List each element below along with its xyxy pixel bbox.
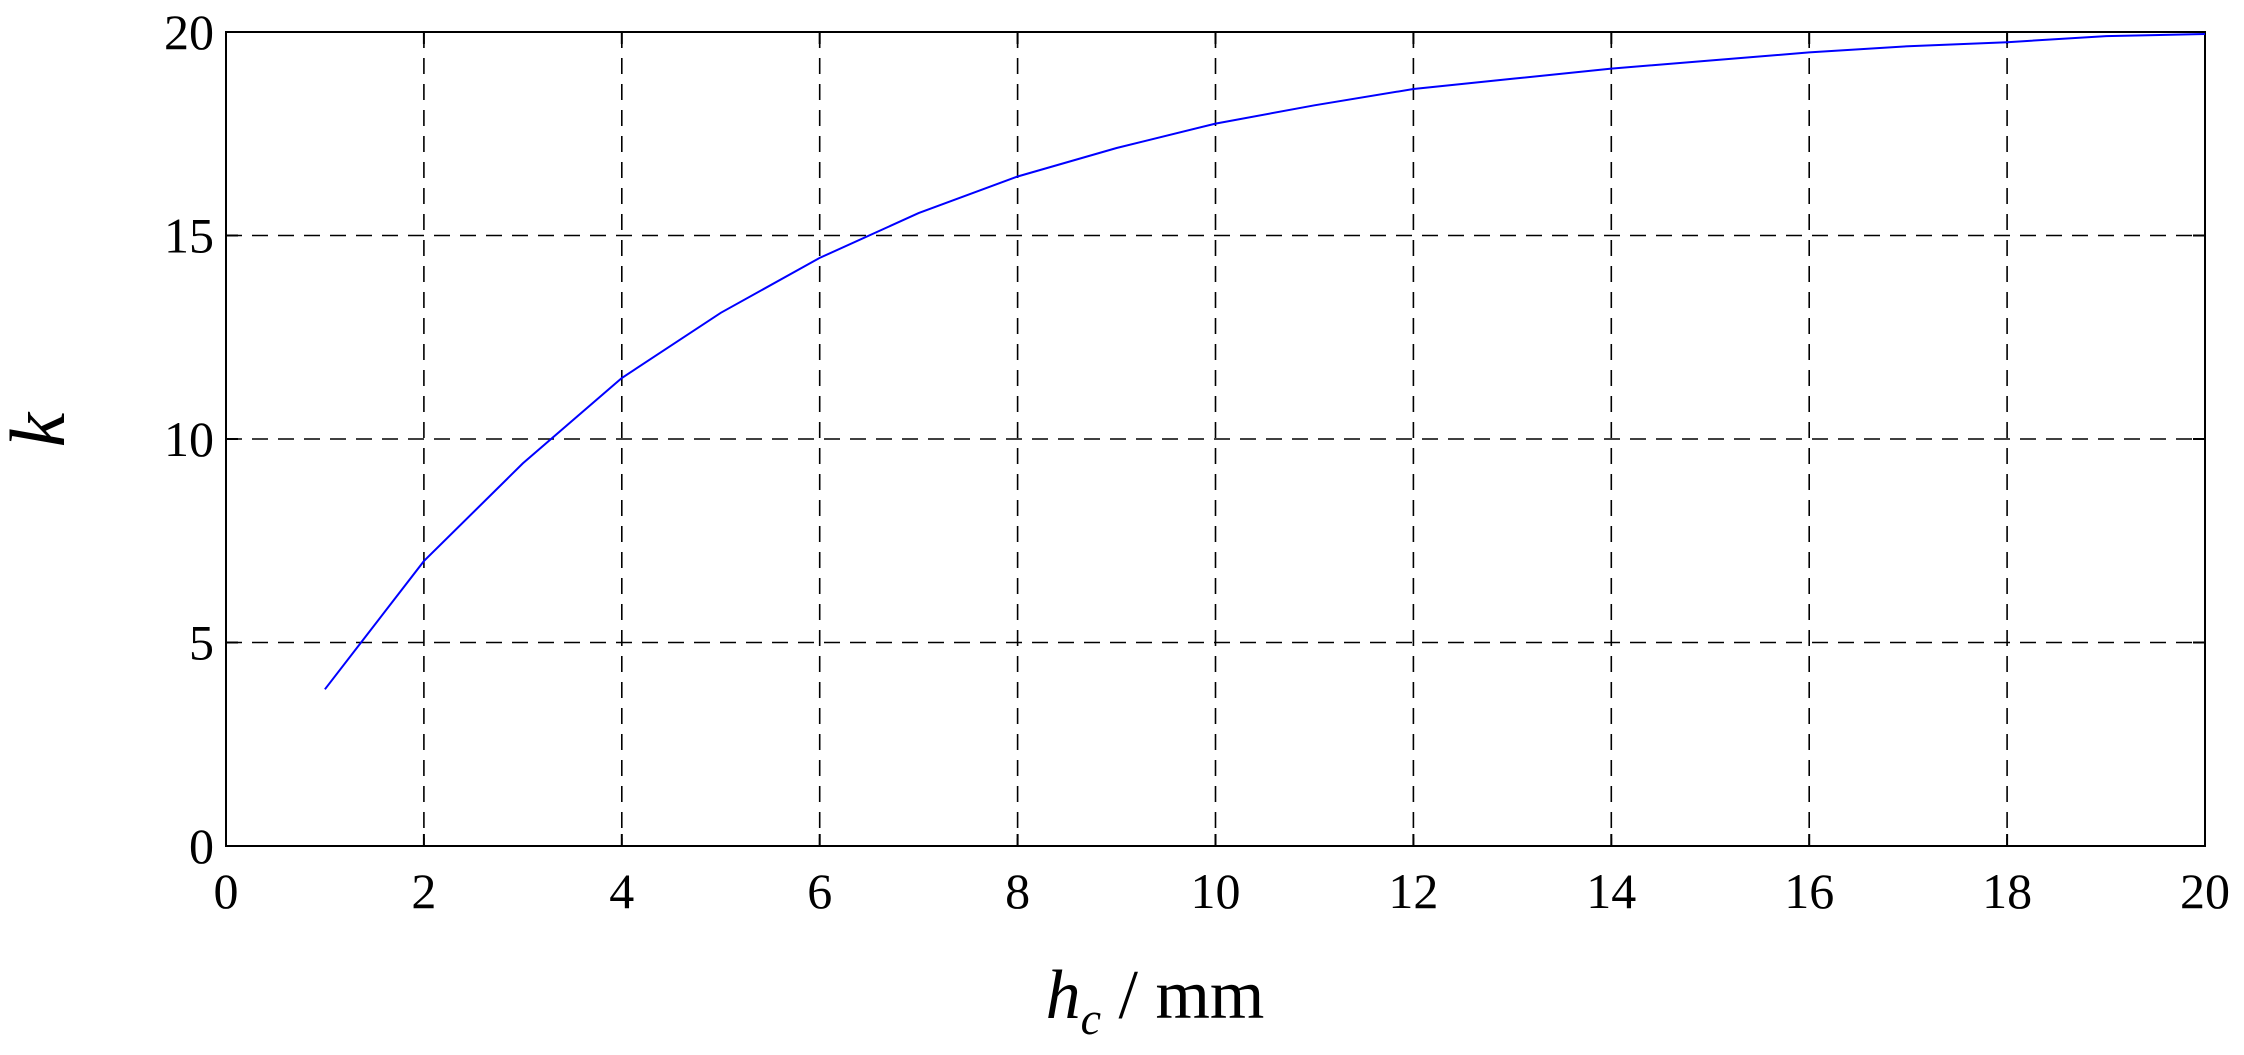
- x-axis-label: hc / mm: [1046, 957, 1265, 1044]
- x-tick-label: 8: [1005, 863, 1030, 919]
- x-tick-label: 0: [214, 863, 239, 919]
- x-axis-label-subscript: c: [1081, 993, 1101, 1044]
- x-tick-label: 14: [1586, 863, 1636, 919]
- x-tick-label: 18: [1982, 863, 2032, 919]
- series-line: [324, 33, 2206, 690]
- x-tick-label: 2: [411, 863, 436, 919]
- y-tick-label: 10: [164, 411, 214, 467]
- x-tick-label: 20: [2180, 863, 2230, 919]
- x-tick-label: 12: [1388, 863, 1438, 919]
- y-tick-label: 15: [164, 208, 214, 264]
- y-axis-label: k: [0, 411, 81, 447]
- x-axis-label-main: h: [1046, 957, 1081, 1034]
- x-tick-labels: 0 2 4 6 8 10 12 14 16 18 20: [214, 863, 2231, 919]
- y-tick-label: 20: [164, 4, 214, 60]
- y-tick-label: 5: [189, 615, 214, 671]
- x-tick-label: 4: [609, 863, 634, 919]
- y-tick-labels: 0 5 10 15 20: [164, 4, 214, 874]
- grid-lines: [226, 32, 2205, 846]
- x-tick-label: 16: [1784, 863, 1834, 919]
- x-axis-label-unit: / mm: [1101, 957, 1264, 1034]
- plot-frame: [225, 31, 2206, 847]
- x-tick-label: 10: [1191, 863, 1241, 919]
- y-tick-label: 0: [189, 818, 214, 874]
- x-tick-label: 6: [807, 863, 832, 919]
